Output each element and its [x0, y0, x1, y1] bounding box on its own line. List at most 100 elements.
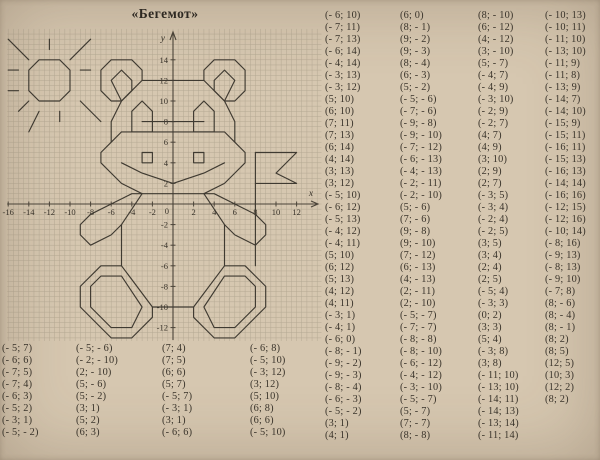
coordinate-pair: (- 14; 7): [545, 94, 581, 105]
coordinate-pair: (12; 5): [545, 358, 575, 369]
coordinate-pair: (2; 9): [478, 166, 502, 177]
coordinate-pair: (5; 10): [325, 94, 355, 105]
coordinate-pair: (- 3; 1): [325, 310, 356, 321]
figure-path-left-foot-pad: [90, 275, 143, 329]
svg-text:-12: -12: [44, 207, 55, 217]
coordinate-pair: (3; 1): [76, 403, 100, 414]
coordinate-pair: (8; - 10): [478, 10, 514, 21]
coordinate-pair: (- 3; 10): [478, 94, 514, 105]
svg-text:4: 4: [164, 158, 169, 168]
coordinate-pair: (3; 12): [325, 178, 355, 189]
coordinate-pair: (- 11; 10): [478, 370, 519, 381]
coordinate-pair: (- 6; 10): [325, 10, 361, 21]
coordinate-pair: (- 9; - 3): [325, 370, 362, 381]
coordinate-pair: (- 8; - 4): [325, 382, 362, 393]
coordinate-pair: (- 4; 11): [325, 238, 361, 249]
coordinate-pair: (4; 11): [325, 298, 354, 309]
coordinate-pair: (- 14; 13): [478, 406, 519, 417]
coordinate-pair: (6; 8): [250, 403, 274, 414]
coordinate-pair: (5; 10): [325, 250, 355, 261]
coordinate-pair: (8; 5): [545, 346, 569, 357]
coordinate-pair: (2; 4): [478, 262, 502, 273]
coordinate-pair: (3; 5): [478, 238, 502, 249]
coordinate-pair: (- 2; - 11): [400, 178, 442, 189]
coordinate-pair: (- 3; 13): [325, 70, 361, 81]
coordinate-pair: (- 16; 11): [545, 142, 586, 153]
coordinate-pair: (5; 10): [250, 391, 280, 402]
coordinate-pair: (9; - 3): [400, 46, 431, 57]
svg-text:-12: -12: [157, 323, 168, 333]
coordinate-pair: (8; 2): [545, 394, 569, 405]
coordinate-pair: (3; - 10): [478, 46, 514, 57]
coordinate-pair: (5; - 2): [76, 391, 107, 402]
coordinate-pair: (5; - 2): [400, 82, 431, 93]
coordinate-pair: (- 8; 16): [545, 238, 581, 249]
coordinate-pair: (- 3; 3): [478, 298, 509, 309]
coordinate-pair: (- 12; 16): [545, 214, 586, 225]
figure-path-left-leg: [79, 265, 153, 339]
coordinate-pair: (- 16; 13): [545, 166, 586, 177]
coordinate-pair: (- 8; - 8): [400, 334, 437, 345]
coordinate-pair: (- 4; 1): [325, 322, 356, 333]
coordinate-pair: (- 2; - 10): [76, 355, 118, 366]
coordinate-pair: (- 5; 7): [2, 343, 33, 354]
coordinate-pair: (2; - 10): [76, 367, 112, 378]
coordinate-pair: (- 14; 14): [545, 178, 586, 189]
coordinate-pair: (- 3; 1): [162, 403, 193, 414]
figure-path-left-ear: [100, 59, 143, 102]
coordinate-pair: (8; - 4): [400, 58, 431, 69]
coordinate-pair: (- 4; 12): [325, 226, 361, 237]
page-title: «Бегемот»: [131, 6, 199, 21]
figure-path-sun-ray-8: [69, 38, 92, 61]
coordinate-pair: (- 3; 1): [2, 415, 33, 426]
coordinate-pair: (- 13; 9): [545, 82, 581, 93]
coordinate-pair: (- 7; - 12): [400, 142, 442, 153]
coordinate-pair: (- 5; 2): [2, 403, 33, 414]
svg-text:-2: -2: [149, 207, 156, 217]
coordinate-pair: (- 7; 4): [2, 379, 33, 390]
coordinate-pair: (4; 12): [325, 286, 355, 297]
coordinate-pair: (2; 5): [478, 274, 502, 285]
coordinate-pair: (5; - 7): [400, 406, 431, 417]
coordinate-pair: (- 14; 10): [545, 106, 586, 117]
coordinate-pair: (5; - 6): [400, 202, 431, 213]
coordinate-pair: (2; 7): [478, 178, 502, 189]
coordinate-pair: (- 6; 8): [250, 343, 281, 354]
coordinate-pair: (- 2; 7): [478, 118, 509, 129]
bottom-list-col-3: (7; 4) (7; 5) (6; 6) (5; 7) (- 5; 7) (- 3; 1)…: [162, 343, 192, 439]
coordinate-pair: (6; 6): [250, 415, 274, 426]
figure-path-left-arm: [79, 193, 143, 246]
coordinate-pair: (- 4; 7): [478, 70, 509, 81]
coordinate-pair: (- 3; 12): [250, 367, 286, 378]
svg-text:-4: -4: [161, 240, 169, 250]
coordinate-pair: (- 5; - 2): [325, 406, 362, 417]
coordinate-pair: (8; - 1): [400, 22, 431, 33]
svg-text:-6: -6: [108, 207, 115, 217]
hippo-figure: [7, 38, 298, 339]
coordinate-pair: (4; 1): [325, 430, 349, 441]
coordinate-pair: (5; 7): [162, 379, 186, 390]
coordinate-pair: (5; 13): [325, 274, 355, 285]
coordinate-pair: (- 6; 14): [325, 46, 361, 57]
svg-text:-8: -8: [161, 281, 168, 291]
x-axis-arrow: [310, 200, 320, 208]
coordinate-pair: (- 4; 9): [478, 82, 509, 93]
coordinate-pair: (- 3; 4): [478, 202, 509, 213]
coordinate-pair: (- 6; - 12): [400, 358, 442, 369]
coordinate-pair: (5; 4): [478, 334, 502, 345]
coordinate-pair: (3; 4): [478, 250, 502, 261]
axes: [7, 30, 320, 340]
coordinate-pair: (- 10; 14): [545, 226, 586, 237]
coordinate-pair: (- 7; 8): [545, 286, 576, 297]
coordinate-pair: (- 10; 11): [545, 22, 586, 33]
coordinate-pair: (- 11; 14): [478, 430, 519, 441]
coordinate-pair: (3; 12): [250, 379, 280, 390]
coordinate-pair: (- 5; 4): [478, 286, 509, 297]
svg-text:10: 10: [272, 207, 281, 217]
right-list-col-3: (8; - 10) (6; - 12) (4; - 12) (3; - 10) (5; …: [478, 10, 519, 442]
coordinate-pair: (- 3; 5): [478, 190, 509, 201]
coordinate-pair: (7; 4): [162, 343, 186, 354]
coordinate-pair: (6; 6): [162, 367, 186, 378]
coordinate-pair: (- 5; - 6): [76, 343, 113, 354]
svg-text:-10: -10: [64, 207, 75, 217]
